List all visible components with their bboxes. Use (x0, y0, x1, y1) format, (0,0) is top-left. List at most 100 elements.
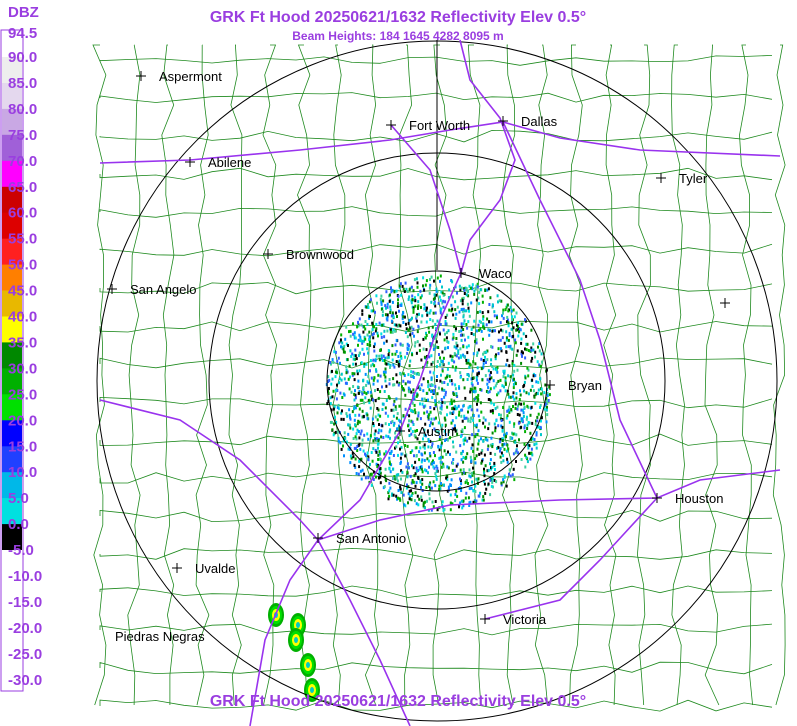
legend-swatch (2, 498, 22, 525)
echo (366, 451, 369, 455)
echo (337, 439, 340, 443)
echo (445, 331, 448, 335)
echo (531, 437, 534, 441)
echo (432, 461, 435, 465)
echo (421, 458, 424, 462)
echo (442, 465, 445, 469)
echo (514, 338, 517, 342)
echo (345, 371, 348, 375)
echo (535, 431, 538, 435)
echo (389, 365, 391, 369)
echo (490, 484, 493, 488)
echo (478, 290, 481, 294)
echo (373, 342, 376, 346)
echo (508, 420, 511, 424)
echo (363, 362, 366, 366)
echo (532, 374, 535, 378)
echo (333, 405, 336, 409)
echo (463, 288, 466, 292)
echo (517, 451, 519, 455)
echo (327, 400, 330, 403)
echo (539, 425, 542, 429)
echo (446, 478, 449, 482)
echo (433, 336, 436, 340)
echo (485, 350, 488, 354)
echo (535, 380, 538, 384)
echo (441, 387, 444, 391)
echo (375, 450, 378, 454)
echo (413, 334, 415, 338)
echo (380, 300, 383, 304)
echo (516, 407, 519, 411)
echo (416, 313, 419, 317)
echo (392, 493, 395, 497)
echo (411, 331, 414, 335)
echo (443, 449, 446, 453)
echo (474, 339, 476, 343)
echo (432, 451, 435, 454)
echo (383, 452, 386, 456)
echo (354, 357, 356, 361)
echo (414, 341, 417, 345)
echo (390, 421, 393, 425)
echo (463, 426, 466, 430)
city-label: Aspermont (159, 69, 222, 84)
echo (366, 417, 369, 421)
echo (499, 437, 502, 441)
echo (505, 449, 508, 453)
echo (524, 374, 527, 378)
echo (402, 493, 405, 497)
echo (373, 364, 376, 368)
echo (509, 305, 512, 309)
echo (482, 359, 485, 362)
echo (373, 376, 376, 380)
echo (489, 493, 492, 497)
echo (540, 352, 543, 356)
echo (517, 321, 520, 325)
echo (361, 468, 364, 472)
highway (249, 39, 516, 726)
echo (454, 387, 457, 391)
echo (480, 451, 483, 455)
echo (449, 402, 452, 406)
echo (520, 425, 523, 429)
echo (362, 414, 365, 418)
echo (389, 330, 392, 334)
echo (415, 351, 418, 355)
echo (400, 304, 403, 307)
echo (385, 290, 388, 294)
echo (500, 451, 503, 455)
echo (498, 440, 501, 444)
echo (489, 328, 491, 332)
echo (424, 306, 427, 310)
echo (360, 361, 363, 365)
echo (430, 417, 433, 421)
echo (449, 493, 452, 497)
echo (463, 292, 466, 295)
county-line (99, 585, 773, 598)
echo (384, 356, 387, 360)
echo (522, 332, 525, 336)
echo (491, 465, 494, 469)
city-label: Waco (479, 266, 512, 281)
echo (530, 346, 533, 350)
echo (363, 364, 366, 368)
echo (396, 305, 399, 308)
echo (375, 354, 378, 358)
echo (444, 346, 447, 350)
echo (407, 380, 409, 384)
echo (364, 320, 367, 323)
echo (502, 459, 505, 463)
echo (375, 369, 378, 373)
echo (423, 446, 426, 450)
echo (422, 337, 425, 341)
echo (454, 316, 457, 320)
legend-label: 85.0 (8, 75, 37, 92)
echo (334, 388, 337, 392)
echo (375, 327, 378, 331)
echo (365, 383, 368, 387)
echo (349, 426, 352, 430)
echo (385, 317, 388, 321)
echo (461, 333, 464, 337)
echo (330, 408, 333, 412)
